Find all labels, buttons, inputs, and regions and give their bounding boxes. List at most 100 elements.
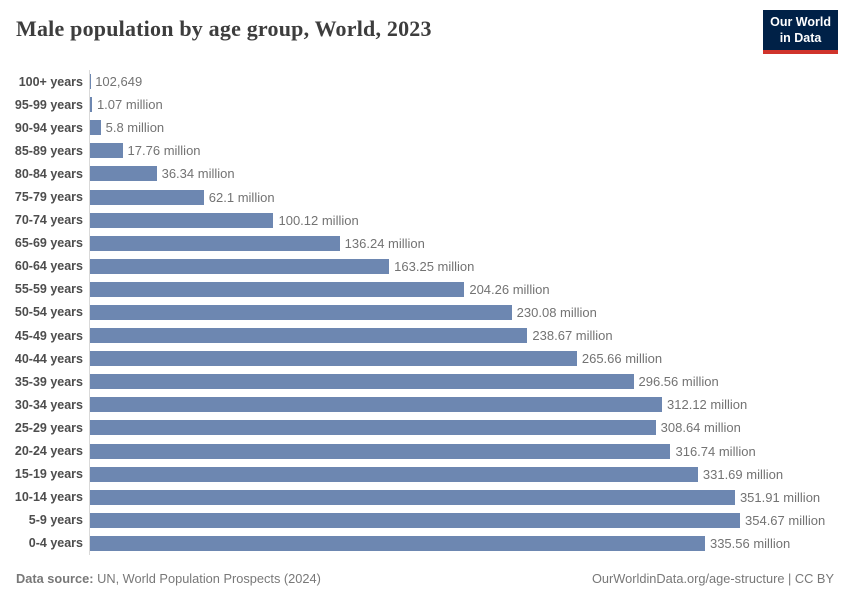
plot-area-row: 265.66 million	[89, 347, 850, 371]
attribution-note: OurWorldinData.org/age-structure | CC BY	[591, 571, 834, 586]
owid-logo: Our World in Data	[763, 10, 838, 54]
bar-row: 70-74 years 100.12 million	[0, 208, 850, 232]
owid-logo-line2: in Data	[779, 31, 822, 45]
value-label: 5.8 million	[105, 120, 165, 136]
bar-row: 15-19 years 331.69 million	[0, 462, 850, 486]
category-label: 45-49 years	[14, 328, 83, 343]
plot-area-row: 1.07 million	[89, 93, 850, 117]
plot-area-row: 308.64 million	[89, 416, 850, 440]
plot-area-row: 36.34 million	[89, 162, 850, 186]
category-label: 70-74 years	[14, 213, 83, 228]
bar[interactable]	[90, 143, 123, 159]
category-label: 5-9 years	[28, 513, 83, 528]
value-label: 265.66 million	[581, 351, 663, 367]
data-source-text: UN, World Population Prospects (2024)	[93, 571, 321, 586]
data-source-label: Data source:	[16, 571, 94, 586]
value-label: 136.24 million	[344, 235, 425, 251]
bar[interactable]	[90, 351, 577, 367]
value-label: 100.12 million	[278, 212, 359, 228]
category-label: 90-94 years	[14, 120, 83, 135]
value-label: 230.08 million	[516, 304, 597, 320]
value-label: 316.74 million	[675, 443, 756, 459]
value-label: 204.26 million	[469, 281, 550, 297]
bar-row: 95-99 years 1.07 million	[0, 93, 850, 117]
value-label: 331.69 million	[702, 466, 784, 482]
plot-area-row: 204.26 million	[89, 277, 850, 301]
plot-area-row: 136.24 million	[89, 231, 850, 255]
bar[interactable]	[90, 258, 390, 274]
bar-row: 65-69 years 136.24 million	[0, 231, 850, 255]
category-label: 35-39 years	[14, 374, 83, 389]
value-label: 351.91 million	[739, 489, 821, 505]
bar-row: 45-49 years 238.67 million	[0, 324, 850, 348]
value-label: 308.64 million	[660, 420, 741, 436]
plot-area-row: 335.56 million	[89, 531, 850, 555]
value-label: 62.1 million	[208, 189, 275, 205]
category-label: 75-79 years	[14, 190, 83, 205]
value-label: 102,649	[95, 74, 143, 90]
bar-row: 30-34 years 312.12 million	[0, 393, 850, 417]
bar[interactable]	[90, 374, 634, 390]
chart-title: Male population by age group, World, 202…	[16, 16, 432, 41]
bar[interactable]	[90, 281, 465, 297]
category-label: 25-29 years	[14, 420, 83, 435]
owid-logo-line1: Our World	[770, 15, 831, 29]
value-label: 163.25 million	[394, 258, 475, 274]
plot-area-row: 5.8 million	[89, 116, 850, 140]
bar-row: 35-39 years 296.56 million	[0, 370, 850, 394]
category-label: 0-4 years	[28, 536, 83, 551]
plot-area-row: 62.1 million	[89, 185, 850, 209]
bar[interactable]	[90, 328, 528, 344]
plot-area-row: 354.67 million	[89, 508, 850, 532]
plot-area-row: 331.69 million	[89, 462, 850, 486]
value-label: 1.07 million	[96, 97, 163, 113]
bar-row: 25-29 years 308.64 million	[0, 416, 850, 440]
category-label: 65-69 years	[14, 236, 83, 251]
bar[interactable]	[90, 535, 705, 551]
bar[interactable]	[90, 212, 274, 228]
bar[interactable]	[90, 235, 340, 251]
category-label: 50-54 years	[14, 305, 83, 320]
bar[interactable]	[90, 120, 101, 136]
bar[interactable]	[90, 166, 157, 182]
bar-row: 55-59 years 204.26 million	[0, 277, 850, 301]
bar-row: 0-4 years 335.56 million	[0, 531, 850, 555]
category-label: 60-64 years	[14, 259, 83, 274]
plot-area-row: 17.76 million	[89, 139, 850, 163]
category-label: 85-89 years	[14, 143, 83, 158]
bar[interactable]	[90, 466, 698, 482]
plot-area-row: 230.08 million	[89, 300, 850, 325]
category-label: 40-44 years	[14, 351, 83, 366]
bar[interactable]	[90, 443, 671, 459]
plot-area-row: 351.91 million	[89, 485, 850, 509]
plot-area-row: 100.12 million	[89, 208, 850, 232]
category-label: 55-59 years	[14, 282, 83, 297]
value-label: 36.34 million	[161, 166, 235, 182]
plot-area-row: 296.56 million	[89, 370, 850, 394]
value-label: 354.67 million	[745, 512, 826, 528]
value-label: 312.12 million	[667, 397, 748, 413]
bar[interactable]	[90, 189, 204, 205]
bar-row: 50-54 years 230.08 million	[0, 300, 850, 325]
category-label: 15-19 years	[14, 467, 83, 482]
bar-row: 100+ years 102,649	[0, 70, 850, 94]
bar-row: 40-44 years 265.66 million	[0, 347, 850, 371]
bar-row: 85-89 years 17.76 million	[0, 139, 850, 163]
bar[interactable]	[90, 420, 656, 436]
bar-row: 75-79 years 62.1 million	[0, 185, 850, 209]
bar-row: 20-24 years 316.74 million	[0, 439, 850, 463]
bar[interactable]	[90, 397, 663, 413]
bar[interactable]	[90, 97, 92, 113]
plot-area-row: 312.12 million	[89, 393, 850, 417]
bar-row: 10-14 years 351.91 million	[0, 485, 850, 509]
category-label: 30-34 years	[14, 397, 83, 412]
bar[interactable]	[90, 489, 735, 505]
category-label: 100+ years	[18, 74, 83, 89]
value-label: 296.56 million	[638, 374, 719, 390]
bar[interactable]	[90, 512, 740, 528]
category-label: 80-84 years	[14, 166, 83, 181]
value-label: 238.67 million	[532, 328, 613, 344]
plot-area-row: 238.67 million	[89, 324, 850, 348]
bar[interactable]	[90, 304, 512, 320]
